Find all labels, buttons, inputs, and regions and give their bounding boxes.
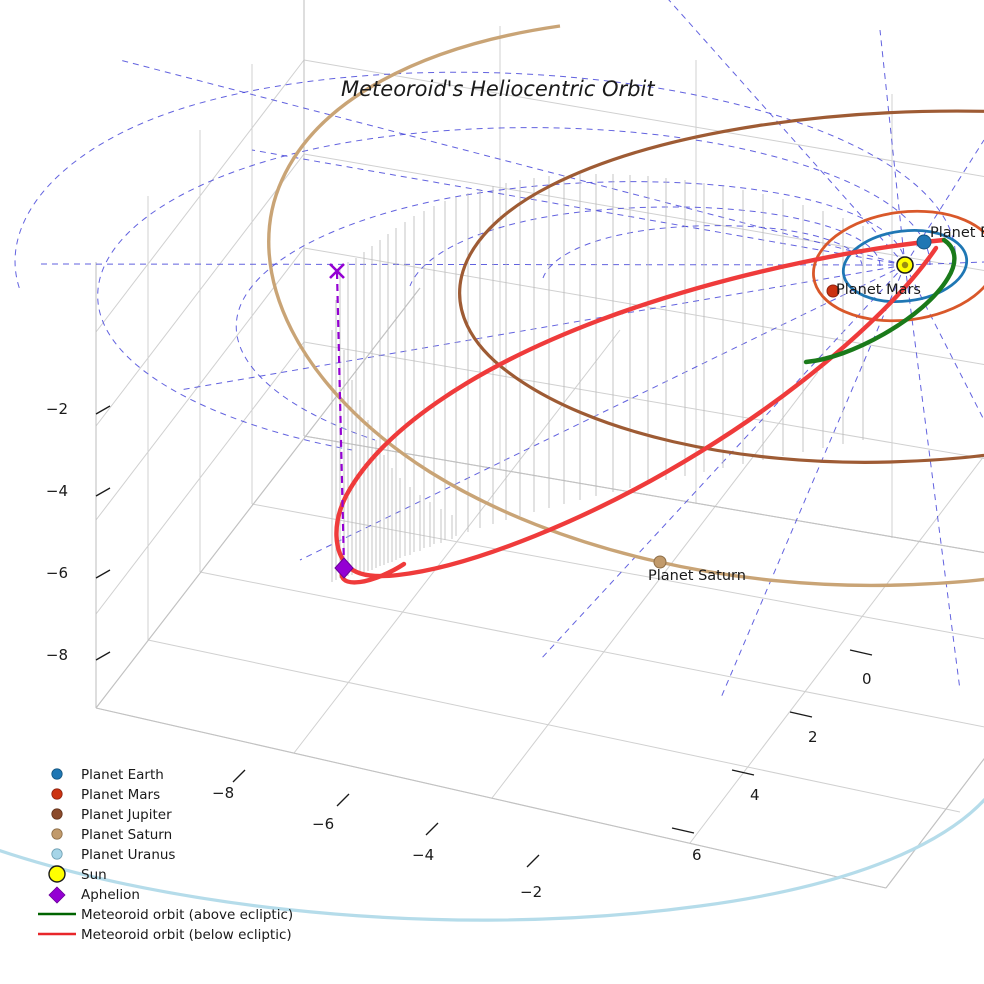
legend-item-aphelion[interactable]: Aphelion	[48, 886, 140, 904]
right-wall-grid	[303, 26, 984, 554]
legend-label: Planet Jupiter	[81, 807, 172, 823]
planet-saturn-marker	[653, 555, 667, 569]
legend-item-planet-mars[interactable]: Planet Mars	[51, 787, 160, 803]
planet-markers: Planet E Planet Mars Planet Saturn	[648, 225, 984, 584]
x-tick-label: −6	[312, 815, 334, 833]
legend: Planet Earth Planet Mars Planet Jupiter …	[38, 767, 293, 943]
legend-label: Planet Saturn	[81, 827, 172, 843]
box-edges	[95, 0, 984, 889]
left-wall-grid	[95, 0, 305, 708]
legend-label: Planet Earth	[81, 767, 164, 783]
aphelion-projection-x-icon	[329, 263, 345, 279]
x-tick-label: −8	[212, 784, 234, 802]
z-axis: −2 −4 −6 −8	[46, 400, 111, 664]
orbit-ring-uranus	[0, 797, 984, 922]
aphelion-group	[329, 263, 354, 579]
legend-item-planet-earth[interactable]: Planet Earth	[51, 767, 164, 783]
y-tick-label: 2	[808, 728, 818, 746]
x-tick-label: −2	[520, 883, 542, 901]
planet-saturn-label: Planet Saturn	[648, 568, 746, 584]
aphelion-diamond-icon	[48, 886, 66, 904]
planet-earth-label: Planet E	[930, 225, 984, 241]
planet-earth-marker	[916, 234, 932, 250]
y-tick-label: 6	[692, 846, 702, 864]
stem-drop-lines	[331, 174, 864, 582]
orbit-ring-mars	[812, 209, 984, 323]
planet-uranus-icon	[51, 848, 63, 860]
page-title: Meteoroid's Heliocentric Orbit	[341, 77, 655, 101]
y-axis: 0 2 4 6	[671, 649, 873, 864]
sun-icon	[48, 865, 66, 883]
axes-panes	[95, 0, 984, 889]
orbit-ring-saturn	[267, 24, 984, 588]
z-tick-label: −6	[46, 564, 68, 582]
legend-item-meteoroid-below[interactable]: Meteoroid orbit (below ecliptic)	[38, 927, 292, 943]
y-tick-label: 4	[750, 786, 760, 804]
meteoroid-orbit-above-ecliptic	[803, 237, 957, 365]
legend-item-planet-jupiter[interactable]: Planet Jupiter	[51, 807, 172, 823]
z-tick-label: −2	[46, 400, 68, 418]
aphelion-diamond-marker	[334, 557, 354, 579]
z-tick-label: −8	[46, 646, 68, 664]
planet-mars-icon	[51, 788, 63, 800]
x-axis: −8 −6 −4 −2	[212, 769, 542, 901]
orbit-ring-earth	[841, 229, 969, 303]
orbit-ring-jupiter	[458, 109, 984, 464]
planet-mars-marker	[826, 284, 840, 298]
legend-label: Meteoroid orbit (above ecliptic)	[81, 907, 293, 923]
legend-label: Planet Mars	[81, 787, 160, 803]
legend-item-sun[interactable]: Sun	[48, 865, 107, 883]
legend-label: Meteoroid orbit (below ecliptic)	[81, 927, 292, 943]
planet-mars-label: Planet Mars	[836, 282, 921, 298]
planet-jupiter-icon	[51, 808, 63, 820]
z-tick-label: −4	[46, 482, 68, 500]
planet-earth-icon	[51, 768, 63, 780]
planet-saturn-icon	[51, 828, 63, 840]
y-tick-label: 0	[862, 670, 872, 688]
legend-label: Planet Uranus	[81, 847, 175, 863]
aphelion-projection-line	[335, 271, 346, 567]
legend-label: Aphelion	[81, 887, 140, 903]
sun-core	[901, 261, 909, 269]
ecliptic-projection-grid	[14, 0, 984, 701]
x-tick-label: −4	[412, 846, 434, 864]
legend-label: Sun	[81, 867, 107, 883]
legend-item-planet-uranus[interactable]: Planet Uranus	[51, 847, 176, 863]
legend-item-meteoroid-above[interactable]: Meteoroid orbit (above ecliptic)	[38, 907, 293, 923]
legend-item-planet-saturn[interactable]: Planet Saturn	[51, 827, 172, 843]
